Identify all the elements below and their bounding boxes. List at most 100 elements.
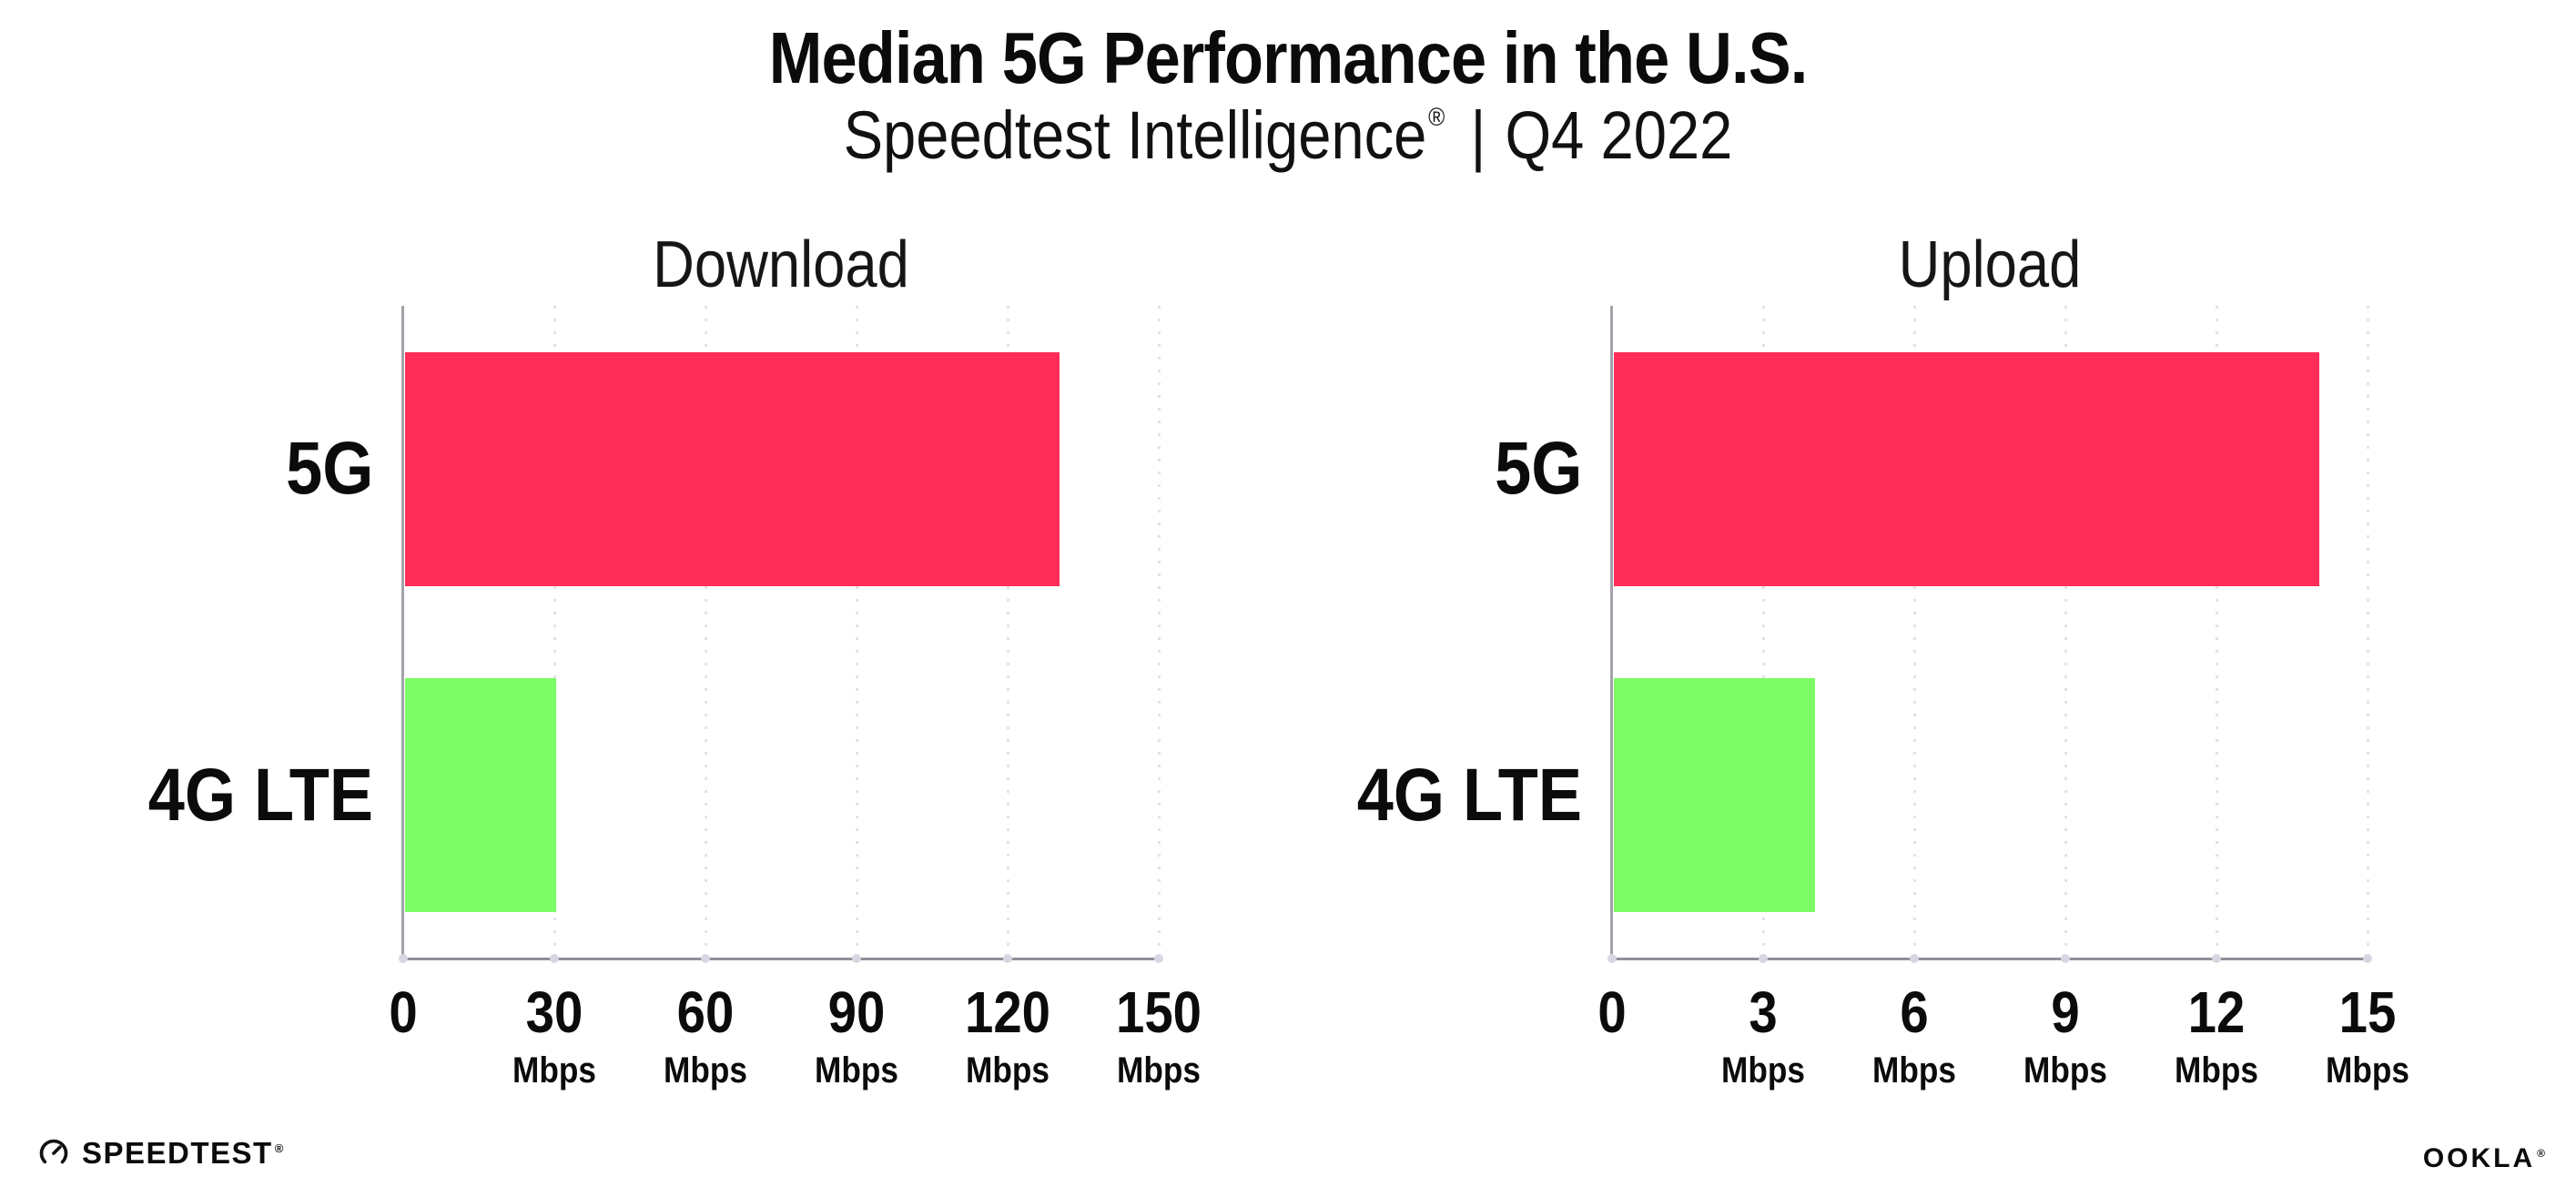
download-tick-label-0: 0 [387, 983, 420, 1041]
upload-chart-title-text: Upload [1898, 228, 2082, 301]
download-tick-dot-30 [550, 954, 559, 963]
download-category-label-5g-text: 5G [285, 427, 373, 510]
registered-trademark-icon: ® [1428, 103, 1445, 131]
download-tick-label-0-text: 0 [389, 979, 418, 1045]
upload-gridline-9 [2064, 306, 2067, 959]
speedtest-gauge-icon [39, 1139, 68, 1168]
download-category-label-5g: 5G [274, 428, 373, 510]
upload-tick-label-12: 12 [2184, 983, 2248, 1041]
upload-tick-label-6: 6 [1898, 983, 1931, 1041]
upload-tick-label-0-text: 0 [1597, 979, 1627, 1045]
download-tick-unit-30-text: Mbps [512, 1050, 596, 1090]
download-tick-label-60-text: 60 [676, 979, 735, 1045]
download-tick-dot-60 [701, 954, 710, 963]
upload-tick-dot-3 [1759, 954, 1768, 963]
upload-tick-unit-12: Mbps [2169, 1052, 2264, 1089]
upload-tick-dot-15 [2363, 954, 2372, 963]
download-y-axis-line [401, 306, 404, 961]
upload-tick-dot-9 [2061, 954, 2070, 963]
download-bar-4g-lte [405, 678, 556, 912]
page-subtitle: Speedtest Intelligence® | Q4 2022 [0, 96, 2576, 174]
download-tick-unit-120-text: Mbps [966, 1050, 1050, 1090]
upload-tick-label-12-text: 12 [2187, 979, 2246, 1045]
download-tick-label-30: 30 [522, 983, 586, 1041]
download-tick-label-90-text: 90 [827, 979, 886, 1045]
download-gridline-120 [1007, 306, 1009, 959]
ookla-registered-icon: ® [2537, 1147, 2545, 1160]
download-tick-label-60: 60 [673, 983, 737, 1041]
download-tick-label-120: 120 [959, 983, 1057, 1041]
download-tick-unit-120: Mbps [960, 1052, 1055, 1089]
upload-tick-label-0: 0 [1596, 983, 1628, 1041]
download-chart-title: Download [635, 228, 927, 302]
download-tick-dot-120 [1003, 954, 1012, 963]
download-tick-label-150-text: 150 [1116, 979, 1202, 1045]
upload-tick-label-15-text: 15 [2338, 979, 2397, 1045]
download-tick-dot-90 [852, 954, 861, 963]
download-tick-unit-30: Mbps [507, 1052, 602, 1089]
upload-tick-label-9-text: 9 [2051, 979, 2080, 1045]
upload-gridline-3 [1762, 306, 1765, 959]
subtitle-separator: | [1470, 97, 1486, 173]
upload-tick-label-9: 9 [2049, 983, 2082, 1041]
upload-bar-5g [1614, 352, 2319, 586]
upload-chart-title: Upload [1886, 228, 2094, 302]
speedtest-wordmark: SPEEDTEST ® [82, 1136, 285, 1171]
page-title-text: Median 5G Performance in the U.S. [768, 17, 1809, 98]
speedtest-logo: SPEEDTEST ® [38, 1136, 285, 1171]
download-tick-unit-60: Mbps [658, 1052, 753, 1089]
upload-tick-unit-12-text: Mbps [2175, 1050, 2258, 1090]
page-title: Median 5G Performance in the U.S. [0, 16, 2576, 100]
upload-tick-dot-12 [2212, 954, 2221, 963]
download-tick-label-90: 90 [824, 983, 888, 1041]
download-tick-unit-150-text: Mbps [1117, 1050, 1201, 1090]
download-tick-dot-0 [399, 954, 408, 963]
upload-tick-unit-9: Mbps [2018, 1052, 2113, 1089]
upload-tick-label-6-text: 6 [1900, 979, 1929, 1045]
download-tick-label-120-text: 120 [965, 979, 1050, 1045]
download-tick-label-30-text: 30 [525, 979, 583, 1045]
upload-x-axis-line [1610, 958, 2369, 960]
download-chart-title-text: Download [653, 228, 909, 301]
upload-gridline-15 [2367, 306, 2369, 959]
upload-category-label-4g-lte: 4G LTE [1326, 755, 1582, 837]
download-tick-dot-150 [1154, 954, 1163, 963]
page-subtitle-text: Speedtest Intelligence® | Q4 2022 [844, 96, 1733, 174]
speedtest-wordmark-text: SPEEDTEST [82, 1136, 273, 1170]
download-tick-label-150: 150 [1111, 983, 1208, 1041]
upload-tick-unit-6: Mbps [1867, 1052, 1962, 1089]
upload-tick-unit-15-text: Mbps [2326, 1050, 2409, 1090]
upload-tick-unit-9-text: Mbps [2023, 1050, 2107, 1090]
upload-tick-dot-0 [1607, 954, 1617, 963]
upload-tick-label-3: 3 [1747, 983, 1780, 1041]
upload-category-label-5g: 5G [1483, 428, 1582, 510]
upload-bar-4g-lte [1614, 678, 1815, 912]
upload-category-label-5g-text: 5G [1494, 427, 1582, 510]
upload-tick-unit-3: Mbps [1716, 1052, 1810, 1089]
download-tick-unit-60-text: Mbps [664, 1050, 747, 1090]
upload-category-label-4g-lte-text: 4G LTE [1356, 754, 1582, 837]
upload-tick-dot-6 [1910, 954, 1919, 963]
upload-tick-unit-3-text: Mbps [1721, 1050, 1805, 1090]
download-category-label-4g-lte-text: 4G LTE [147, 754, 373, 837]
download-tick-unit-150: Mbps [1111, 1052, 1206, 1089]
upload-gridline-12 [2216, 306, 2218, 959]
download-bar-5g [405, 352, 1060, 586]
download-x-axis-line [401, 958, 1161, 960]
ookla-logo: OOKLA ® [2423, 1143, 2545, 1174]
download-tick-unit-90: Mbps [809, 1052, 904, 1089]
upload-tick-unit-15: Mbps [2320, 1052, 2415, 1089]
ookla-wordmark: OOKLA [2422, 1143, 2536, 1173]
download-gridline-150 [1158, 306, 1161, 959]
download-gridline-90 [856, 306, 858, 959]
upload-y-axis-line [1610, 306, 1613, 961]
subtitle-brand: Speedtest Intelligence [843, 97, 1427, 173]
speedtest-registered-icon: ® [274, 1141, 285, 1155]
download-tick-unit-90-text: Mbps [815, 1050, 898, 1090]
download-category-label-4g-lte: 4G LTE [117, 755, 373, 837]
upload-tick-unit-6-text: Mbps [1872, 1050, 1956, 1090]
upload-tick-label-3-text: 3 [1749, 979, 1778, 1045]
upload-tick-label-15: 15 [2335, 983, 2399, 1041]
download-gridline-60 [705, 306, 707, 959]
